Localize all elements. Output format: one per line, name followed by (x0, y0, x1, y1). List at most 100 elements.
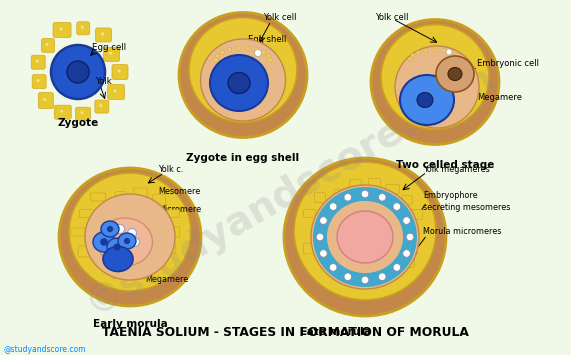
Circle shape (61, 110, 63, 113)
FancyBboxPatch shape (304, 243, 317, 254)
Text: Egg shell: Egg shell (248, 36, 287, 44)
Text: TAENIA SOLIUM - STAGES IN FORMATION OF MORULA: TAENIA SOLIUM - STAGES IN FORMATION OF M… (102, 327, 468, 339)
Ellipse shape (395, 46, 479, 128)
Circle shape (114, 89, 116, 93)
Ellipse shape (51, 45, 105, 99)
FancyBboxPatch shape (154, 260, 164, 269)
Text: @studyandscore.com: @studyandscore.com (4, 344, 86, 354)
Circle shape (450, 50, 454, 55)
FancyBboxPatch shape (111, 266, 127, 278)
Ellipse shape (189, 17, 297, 122)
Circle shape (37, 79, 39, 82)
Circle shape (268, 58, 272, 62)
FancyBboxPatch shape (77, 22, 90, 35)
Circle shape (81, 111, 83, 114)
Circle shape (220, 50, 224, 54)
Ellipse shape (103, 246, 133, 272)
Ellipse shape (200, 39, 286, 121)
FancyBboxPatch shape (350, 275, 360, 286)
FancyBboxPatch shape (42, 38, 55, 53)
Text: Early morula: Early morula (93, 319, 167, 329)
Circle shape (403, 250, 411, 257)
Ellipse shape (69, 173, 191, 291)
Ellipse shape (228, 72, 250, 93)
Circle shape (406, 233, 414, 241)
Ellipse shape (98, 218, 152, 266)
Text: Morula micromeres: Morula micromeres (423, 228, 501, 236)
Text: Yolk megameres: Yolk megameres (423, 164, 490, 174)
Text: Embryonic cell: Embryonic cell (477, 60, 539, 69)
FancyBboxPatch shape (409, 210, 423, 220)
Ellipse shape (417, 93, 433, 108)
Ellipse shape (100, 238, 108, 246)
Circle shape (403, 217, 411, 224)
Circle shape (127, 229, 136, 237)
FancyBboxPatch shape (104, 47, 120, 61)
Circle shape (254, 48, 259, 52)
Circle shape (320, 250, 327, 257)
Ellipse shape (400, 75, 454, 125)
Ellipse shape (381, 24, 489, 130)
FancyBboxPatch shape (75, 107, 91, 120)
Text: Late morula: Late morula (300, 327, 371, 337)
Ellipse shape (118, 233, 136, 249)
FancyBboxPatch shape (368, 178, 380, 189)
Circle shape (103, 228, 112, 236)
Text: Mesomere: Mesomere (158, 187, 200, 197)
FancyBboxPatch shape (153, 194, 166, 205)
Circle shape (442, 49, 446, 53)
Circle shape (408, 57, 412, 61)
Circle shape (131, 237, 139, 246)
FancyBboxPatch shape (53, 22, 71, 37)
FancyBboxPatch shape (334, 189, 347, 198)
Circle shape (99, 104, 102, 107)
Circle shape (43, 98, 46, 101)
Circle shape (458, 57, 462, 61)
FancyBboxPatch shape (334, 266, 345, 274)
FancyBboxPatch shape (385, 185, 400, 193)
Text: Egg cell: Egg cell (92, 44, 126, 53)
Circle shape (424, 49, 428, 53)
Circle shape (246, 46, 250, 50)
Text: Yolk cell: Yolk cell (375, 12, 408, 22)
Ellipse shape (448, 67, 462, 81)
Ellipse shape (67, 61, 89, 83)
Circle shape (101, 32, 104, 36)
FancyBboxPatch shape (91, 193, 106, 201)
FancyBboxPatch shape (78, 246, 90, 257)
Text: ©studyandscore.com: ©studyandscore.com (79, 57, 501, 323)
FancyBboxPatch shape (167, 210, 180, 218)
FancyBboxPatch shape (95, 100, 109, 113)
Ellipse shape (179, 12, 307, 137)
Ellipse shape (107, 226, 113, 232)
FancyBboxPatch shape (404, 241, 415, 249)
Text: Megamere: Megamere (477, 93, 522, 102)
FancyBboxPatch shape (79, 210, 94, 218)
FancyBboxPatch shape (32, 75, 46, 89)
Circle shape (236, 46, 240, 50)
FancyBboxPatch shape (314, 193, 325, 203)
Circle shape (320, 217, 327, 224)
Text: Yolk c.: Yolk c. (158, 164, 183, 174)
FancyBboxPatch shape (349, 180, 361, 189)
Ellipse shape (311, 185, 419, 289)
Circle shape (416, 50, 420, 55)
Ellipse shape (59, 168, 201, 306)
Circle shape (119, 240, 128, 250)
FancyBboxPatch shape (409, 226, 419, 236)
Circle shape (379, 193, 386, 201)
Circle shape (393, 203, 401, 211)
FancyBboxPatch shape (168, 226, 179, 237)
Circle shape (115, 224, 124, 234)
Circle shape (107, 239, 116, 247)
Text: Zygote in egg shell: Zygote in egg shell (187, 153, 300, 163)
Text: Megamere: Megamere (145, 274, 188, 284)
Circle shape (329, 203, 337, 211)
Ellipse shape (107, 238, 127, 256)
Circle shape (433, 48, 437, 52)
FancyBboxPatch shape (31, 55, 45, 69)
FancyBboxPatch shape (95, 28, 111, 42)
FancyBboxPatch shape (107, 84, 124, 99)
FancyBboxPatch shape (133, 188, 147, 197)
FancyBboxPatch shape (304, 209, 316, 217)
